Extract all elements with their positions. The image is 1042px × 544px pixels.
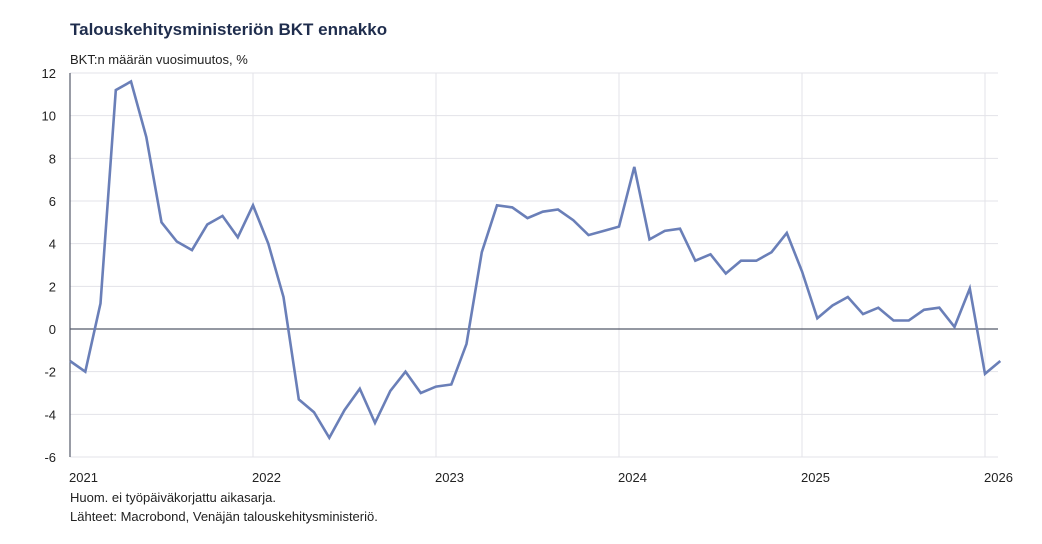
y-tick-label: 10 [42,109,56,124]
x-tick-label: 2024 [618,470,647,485]
y-tick-label: 12 [42,66,56,81]
y-tick-label: 8 [49,151,56,166]
y-axis-label: BKT:n määrän vuosimuutos, % [70,52,248,67]
x-tick-label: 2022 [252,470,281,485]
y-tick-label: 2 [49,279,56,294]
y-tick-label: -4 [44,407,56,422]
y-tick-label: -2 [44,365,56,380]
gdp-series-line [69,79,1002,441]
chart-title: Talouskehitysministeriön BKT ennakko [70,20,388,39]
x-tick-label: 2025 [801,470,830,485]
y-tick-label: 6 [49,194,56,209]
y-tick-label: 0 [49,322,56,337]
y-tick-label: -6 [44,450,56,465]
x-tick-label: 2026 [984,470,1013,485]
x-tick-label: 2021 [69,470,98,485]
x-tick-label: 2023 [435,470,464,485]
footnote: Huom. ei työpäiväkorjattu aikasarja. [70,490,276,505]
source-note: Lähteet: Macrobond, Venäjän talouskehity… [70,509,378,524]
y-tick-label: 4 [49,237,56,252]
